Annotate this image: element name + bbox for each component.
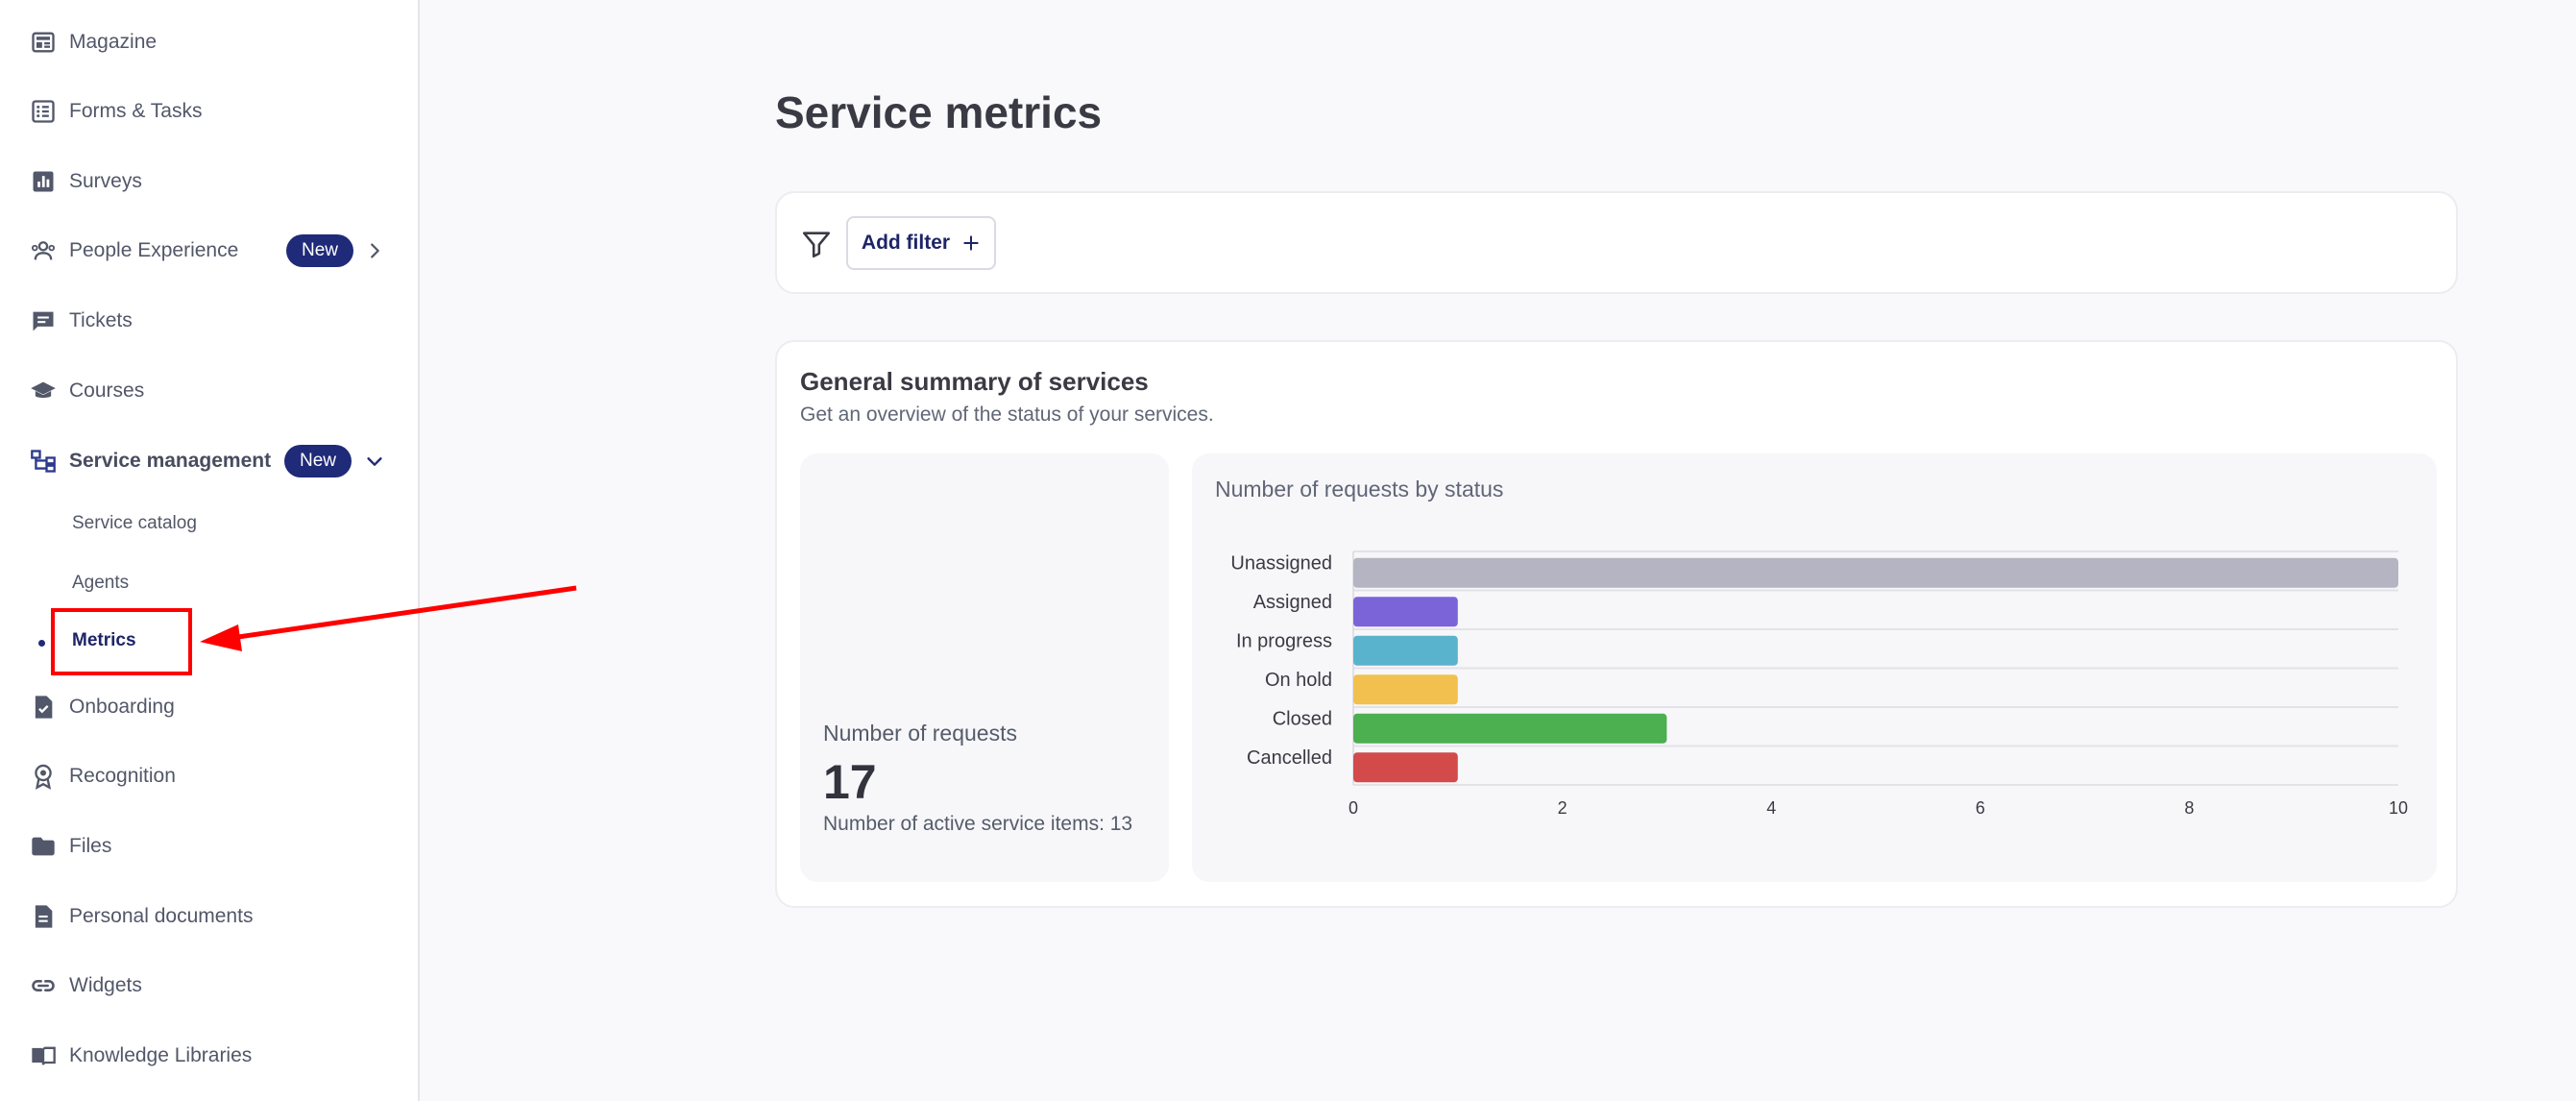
x-tick-label: 4 [1766, 798, 1776, 818]
sidebar-item-onboarding[interactable]: Onboarding [0, 683, 420, 731]
sidebar-item-magazine[interactable]: Magazine [0, 18, 420, 66]
filter-bar: Add filter [775, 191, 2458, 294]
highlight-box [51, 608, 192, 675]
courses-icon [29, 377, 58, 405]
forms-icon [29, 97, 58, 126]
bar-closed [1353, 713, 1667, 744]
link-icon [29, 971, 58, 1000]
sidebar-item-widgets[interactable]: Widgets [0, 962, 420, 1010]
sidebar-item-label: Knowledge Libraries [69, 1044, 253, 1066]
sidebar-item-forms-tasks[interactable]: Forms & Tasks [0, 87, 420, 135]
sidebar-item-label: People Experience [69, 239, 239, 261]
tickets-icon [29, 306, 58, 335]
onboarding-icon [29, 693, 58, 722]
sidebar-item-label: Tickets [69, 309, 133, 331]
sidebar-item-files[interactable]: Files [0, 822, 420, 870]
category-label: In progress [1236, 630, 1332, 651]
sidebar-item-tickets[interactable]: Tickets [0, 297, 420, 345]
sidebar-item-people-experience[interactable]: People Experience New [0, 227, 420, 275]
kpi-panel: Number of requests 17 Number of active s… [800, 453, 1169, 882]
sidebar-item-courses[interactable]: Courses [0, 367, 420, 415]
sidebar-item-label: Forms & Tasks [69, 100, 203, 122]
bar-on-hold [1353, 674, 1458, 705]
surveys-icon [29, 167, 58, 196]
service-management-icon [29, 447, 58, 476]
new-badge: New [284, 445, 352, 477]
chevron-right-icon[interactable] [363, 239, 386, 262]
summary-title: General summary of services [800, 367, 1149, 396]
summary-card: General summary of services Get an overv… [775, 340, 2458, 908]
bar-cancelled [1353, 752, 1458, 783]
summary-subtitle: Get an overview of the status of your se… [800, 404, 1214, 426]
chevron-down-icon[interactable] [363, 450, 386, 473]
sidebar: Magazine Forms & Tasks Surveys People Ex… [0, 0, 420, 1101]
sidebar-subitem-service-catalog[interactable]: Service catalog [72, 513, 197, 533]
sidebar-item-label: Magazine [69, 31, 158, 53]
category-label: Cancelled [1247, 747, 1332, 769]
sidebar-item-label: Service management [69, 450, 272, 472]
category-label: Unassigned [1230, 552, 1332, 574]
add-filter-label: Add filter [861, 232, 951, 254]
x-tick-label: 0 [1349, 798, 1358, 818]
sidebar-item-label: Courses [69, 379, 145, 402]
requests-by-status-chart: Unassigned Assigned In progress On hold Clos… [1230, 550, 2408, 818]
sidebar-item-surveys[interactable]: Surveys [0, 158, 420, 206]
sidebar-item-label: Widgets [69, 974, 142, 996]
new-badge: New [286, 234, 354, 267]
sidebar-item-label: Surveys [69, 170, 142, 192]
category-label: On hold [1265, 670, 1332, 691]
plus-icon [963, 235, 979, 251]
kpi-subtext: Number of active service items: 13 [823, 813, 1133, 835]
sidebar-item-recognition[interactable]: Recognition [0, 752, 420, 800]
active-indicator [38, 640, 45, 647]
page-title: Service metrics [775, 87, 1103, 137]
bar-unassigned [1353, 557, 2398, 588]
chart-panel: Number of requests by status Unassigned A… [1192, 453, 2437, 882]
x-tick-label: 10 [2389, 798, 2408, 818]
x-tick-label: 8 [2184, 798, 2194, 818]
sidebar-item-personal-documents[interactable]: Personal documents [0, 893, 420, 941]
sidebar-item-label: Onboarding [69, 696, 175, 718]
sidebar-subitem-metrics[interactable]: Metrics [72, 630, 136, 650]
add-filter-button[interactable]: Add filter [846, 216, 996, 270]
bar-in-progress [1353, 635, 1458, 666]
people-icon [29, 236, 58, 265]
magazine-icon [29, 28, 58, 57]
sidebar-subitem-agents[interactable]: Agents [72, 573, 130, 593]
category-label: Closed [1273, 708, 1332, 729]
x-tick-label: 6 [1976, 798, 1985, 818]
chart-title: Number of requests by status [1215, 477, 1504, 502]
category-label: Assigned [1253, 592, 1332, 613]
folder-icon [29, 832, 58, 861]
annotation-arrow [200, 585, 577, 651]
document-icon [29, 902, 58, 931]
x-tick-label: 2 [1558, 798, 1567, 818]
sidebar-item-label: Files [69, 835, 112, 857]
sidebar-item-knowledge-libraries[interactable]: Knowledge Libraries [0, 1032, 420, 1080]
book-icon [29, 1041, 58, 1070]
kpi-value: 17 [823, 755, 877, 809]
filter-icon[interactable] [800, 228, 833, 260]
sidebar-item-label: Personal documents [69, 905, 254, 927]
sidebar-item-service-management[interactable]: Service management New [0, 437, 420, 485]
kpi-label: Number of requests [823, 721, 1017, 746]
recognition-icon [29, 762, 58, 791]
sidebar-item-label: Recognition [69, 765, 176, 787]
bar-assigned [1353, 597, 1458, 627]
